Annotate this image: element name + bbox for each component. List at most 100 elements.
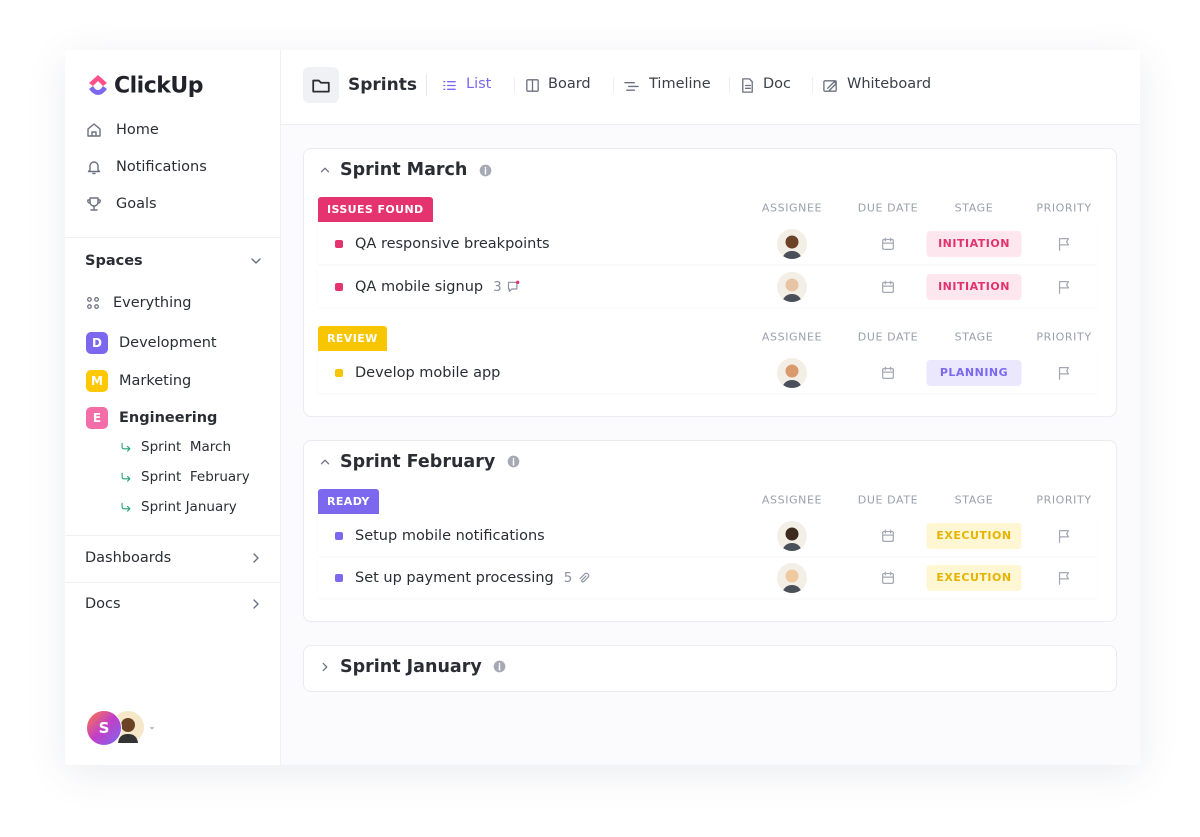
sprint-title[interactable]: Sprint February bbox=[340, 451, 496, 472]
collapse-toggle bbox=[317, 162, 333, 178]
sprint-card bbox=[303, 644, 1117, 692]
spaces-title: Spaces bbox=[85, 253, 143, 269]
view-tab[interactable]: Doc bbox=[763, 76, 792, 92]
column-header: STAGE bbox=[954, 493, 994, 506]
nav-icon bbox=[85, 158, 103, 176]
stage-badge[interactable]: INITIATION bbox=[926, 273, 1022, 300]
priority-flag bbox=[1056, 528, 1072, 544]
assignee-avatar[interactable] bbox=[777, 520, 807, 551]
user-avatar[interactable]: S bbox=[86, 710, 122, 746]
stage-badge[interactable]: PLANNING bbox=[926, 360, 1022, 386]
nav-item[interactable]: Everything bbox=[113, 295, 192, 311]
divider bbox=[514, 77, 515, 93]
everything-icon bbox=[85, 295, 101, 311]
collapse-toggle bbox=[317, 659, 333, 675]
due-date bbox=[880, 236, 896, 252]
divider bbox=[65, 535, 280, 536]
view-tab[interactable]: Timeline bbox=[649, 76, 711, 92]
task-name[interactable]: Setup mobile notifications bbox=[355, 527, 545, 544]
stage-badge[interactable]: EXECUTION bbox=[926, 522, 1022, 549]
space-badge: E bbox=[86, 407, 108, 429]
info-icon bbox=[478, 163, 493, 178]
task-count-icon bbox=[576, 571, 591, 586]
space-name[interactable]: Engineering bbox=[119, 410, 218, 426]
task-name[interactable]: QA responsive breakpoints bbox=[355, 236, 550, 252]
status-pill: ISSUES FOUND bbox=[318, 197, 433, 222]
header-bar bbox=[281, 50, 1140, 125]
space-list[interactable]: Sprint January bbox=[141, 499, 237, 515]
column-header: STAGE bbox=[954, 201, 994, 215]
priority-flag bbox=[1056, 236, 1072, 252]
stage-badge[interactable]: INITIATION bbox=[926, 231, 1022, 257]
caret bbox=[145, 720, 159, 734]
nav-item[interactable]: Goals bbox=[116, 196, 157, 212]
info-icon bbox=[492, 659, 507, 674]
task-dot bbox=[335, 574, 343, 582]
nav-item[interactable]: Notifications bbox=[116, 159, 207, 175]
collapse-toggle bbox=[317, 454, 333, 470]
task-name[interactable]: Develop mobile app bbox=[355, 365, 501, 381]
task-dot bbox=[335, 282, 343, 291]
list-icon bbox=[119, 500, 133, 514]
priority-flag bbox=[1056, 279, 1072, 295]
space-badge: D bbox=[86, 332, 108, 354]
list-icon bbox=[119, 470, 133, 484]
task-count-icon bbox=[506, 279, 521, 294]
logo-mark bbox=[85, 72, 111, 98]
sprint-title[interactable]: Sprint January bbox=[340, 656, 482, 677]
view-tab[interactable]: List bbox=[466, 76, 492, 92]
space-badge: M bbox=[86, 369, 108, 392]
chevron bbox=[247, 549, 265, 567]
nav-item[interactable]: Home bbox=[116, 122, 159, 138]
view-tab[interactable]: Whiteboard bbox=[847, 76, 932, 92]
due-date bbox=[880, 365, 896, 381]
due-date bbox=[880, 279, 896, 295]
info-icon bbox=[506, 454, 521, 469]
spaces-toggle bbox=[247, 252, 265, 270]
tab-icon bbox=[623, 77, 640, 94]
column-header: PRIORITY bbox=[1036, 493, 1092, 506]
column-header: ASSIGNEE bbox=[761, 201, 823, 215]
divider bbox=[729, 77, 730, 93]
nav-icon bbox=[85, 121, 103, 139]
priority-flag bbox=[1056, 365, 1072, 381]
nav-item[interactable]: Docs bbox=[85, 596, 121, 612]
assignee-avatar[interactable] bbox=[777, 271, 807, 302]
sprint-title[interactable]: Sprint March bbox=[340, 160, 468, 180]
space-name[interactable]: Development bbox=[119, 335, 217, 351]
column-header: ASSIGNEE bbox=[761, 330, 823, 344]
assignee-avatar[interactable] bbox=[777, 358, 807, 388]
space-list[interactable]: Sprint March bbox=[141, 439, 232, 455]
column-header: STAGE bbox=[954, 330, 994, 344]
divider bbox=[426, 74, 427, 96]
chevron bbox=[247, 595, 265, 613]
task-dot bbox=[335, 531, 343, 540]
space-name[interactable]: Marketing bbox=[119, 372, 192, 389]
sidebar bbox=[65, 50, 281, 765]
nav-item[interactable]: Dashboards bbox=[85, 550, 172, 566]
page-title: Sprints bbox=[348, 75, 417, 95]
folder-box bbox=[303, 67, 339, 103]
column-header: DUE DATE bbox=[857, 201, 919, 215]
assignee-avatar[interactable] bbox=[777, 563, 807, 593]
stage-badge[interactable]: EXECUTION bbox=[926, 565, 1022, 591]
list-icon bbox=[119, 440, 133, 454]
tab-icon bbox=[524, 77, 541, 94]
column-header: PRIORITY bbox=[1036, 330, 1092, 344]
task-name[interactable]: QA mobile signup bbox=[355, 278, 484, 295]
column-header: DUE DATE bbox=[857, 330, 919, 344]
view-tab[interactable]: Board bbox=[548, 76, 591, 92]
task-name[interactable]: Set up payment processing bbox=[355, 570, 554, 586]
status-pill: REVIEW bbox=[318, 326, 387, 351]
tab-icon bbox=[739, 77, 756, 94]
task-count: 3 bbox=[493, 278, 502, 295]
space-list[interactable]: Sprint February bbox=[141, 469, 250, 485]
nav-icon bbox=[85, 195, 103, 213]
column-header: PRIORITY bbox=[1036, 201, 1092, 215]
assignee-avatar[interactable] bbox=[777, 229, 807, 259]
task-dot bbox=[335, 240, 343, 248]
priority-flag bbox=[1056, 570, 1072, 586]
due-date bbox=[880, 528, 896, 544]
due-date bbox=[880, 570, 896, 586]
